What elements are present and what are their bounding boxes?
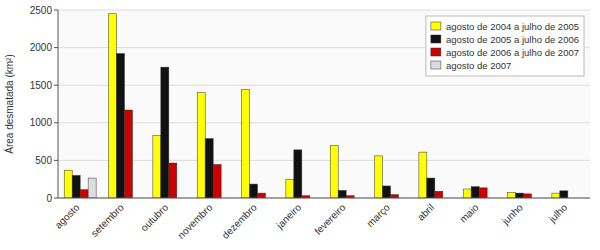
bar bbox=[64, 170, 72, 198]
legend-label: agosto de 2005 a julho de 2006 bbox=[446, 34, 579, 45]
bar bbox=[213, 165, 221, 198]
bar bbox=[153, 136, 161, 198]
bar bbox=[508, 192, 516, 198]
x-tick-label: fevereiro bbox=[312, 201, 348, 237]
bar bbox=[197, 93, 205, 198]
x-tick-label: setembro bbox=[89, 201, 127, 239]
y-tick bbox=[54, 160, 58, 161]
bar bbox=[471, 187, 479, 198]
bar bbox=[338, 190, 346, 198]
bar bbox=[80, 190, 88, 198]
bar bbox=[242, 90, 250, 198]
bar bbox=[125, 110, 133, 198]
plot-area bbox=[58, 10, 590, 198]
y-tick bbox=[54, 122, 58, 123]
y-axis bbox=[58, 10, 59, 198]
x-tick-label: novembro bbox=[175, 201, 215, 241]
bar bbox=[383, 186, 391, 198]
legend-swatch bbox=[431, 48, 441, 56]
chart: 0 500 1000 1500 2000 2500 agostosetembro outubr… bbox=[0, 0, 600, 250]
bar bbox=[330, 145, 338, 198]
y-tick-label: 1500 bbox=[30, 80, 53, 91]
legend-swatch bbox=[431, 61, 441, 69]
bar bbox=[109, 14, 117, 198]
bar bbox=[552, 193, 560, 198]
bar bbox=[524, 194, 532, 198]
y-tick-label: 0 bbox=[46, 193, 52, 204]
x-tick-label: junho bbox=[499, 201, 525, 227]
bar bbox=[258, 193, 266, 198]
grid-line bbox=[58, 122, 590, 123]
bar bbox=[161, 67, 169, 198]
y-tick bbox=[54, 198, 58, 199]
bar bbox=[560, 191, 568, 198]
bar bbox=[169, 163, 177, 198]
bar bbox=[419, 152, 427, 198]
x-axis bbox=[58, 198, 590, 199]
bar bbox=[435, 191, 443, 198]
bar bbox=[427, 178, 435, 198]
x-tick-label: abril bbox=[415, 202, 436, 223]
legend: agosto de 2004 a julho de 2005 agosto de … bbox=[426, 16, 584, 76]
bar bbox=[205, 139, 213, 198]
legend-swatch bbox=[431, 22, 441, 30]
bar bbox=[391, 195, 399, 198]
x-tick-label: outubro bbox=[138, 201, 170, 233]
y-tick-label: 2500 bbox=[30, 5, 53, 16]
bar bbox=[72, 175, 80, 198]
legend-label: agosto de 2007 bbox=[446, 60, 512, 71]
x-tick-label: março bbox=[364, 201, 392, 229]
bar bbox=[516, 193, 524, 198]
legend-swatch bbox=[431, 35, 441, 43]
y-tick-label: 2000 bbox=[30, 42, 53, 53]
grid-line bbox=[58, 160, 590, 161]
x-tick-label: janeiro bbox=[274, 201, 304, 231]
x-tick-label: dezembro bbox=[220, 201, 260, 241]
y-tick bbox=[54, 47, 58, 48]
legend-label: agosto de 2006 a julho de 2007 bbox=[446, 47, 579, 58]
y-tick-label: 1000 bbox=[30, 117, 53, 128]
x-tick-label: agosto bbox=[53, 201, 82, 230]
grid-line bbox=[58, 10, 590, 11]
y-tick-label: 500 bbox=[35, 155, 52, 166]
y-axis-label: Área desmatada (km²) bbox=[3, 54, 15, 153]
bar bbox=[479, 188, 487, 198]
bar bbox=[463, 189, 471, 198]
bar bbox=[375, 156, 383, 198]
y-tick bbox=[54, 85, 58, 86]
x-tick-label: julho bbox=[546, 201, 570, 225]
legend-box bbox=[426, 16, 584, 76]
grid-line bbox=[58, 85, 590, 86]
y-tick bbox=[54, 10, 58, 11]
bar bbox=[88, 178, 96, 198]
bar bbox=[117, 54, 125, 198]
grid-line bbox=[58, 198, 590, 199]
x-tick-label: maio bbox=[457, 201, 480, 224]
bar bbox=[250, 184, 258, 198]
bar bbox=[294, 150, 302, 198]
bar bbox=[286, 179, 294, 198]
legend-label: agosto de 2004 a julho de 2005 bbox=[446, 21, 579, 32]
